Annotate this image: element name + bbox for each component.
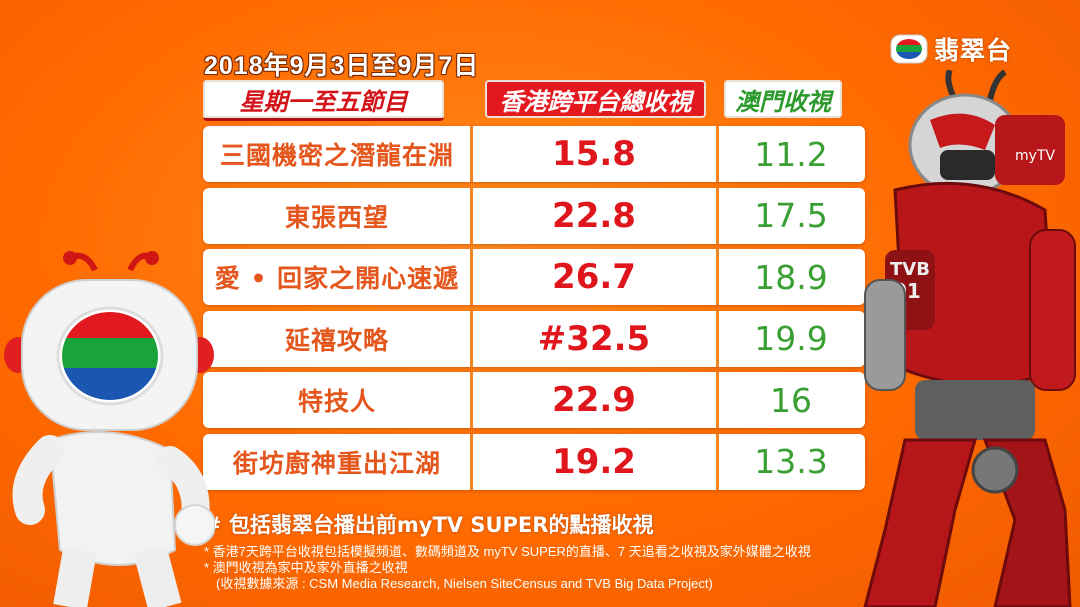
- hash-footnote: # 包括翡翠台播出前myTV SUPER的點播收視: [204, 513, 654, 537]
- hk-rating-value: 22.8: [552, 195, 636, 236]
- column-divider: [716, 372, 719, 428]
- table-row: 特技人 22.9 16: [203, 372, 865, 428]
- program-name: 東張西望: [284, 202, 389, 232]
- hk-rating-value: 19.2: [552, 441, 636, 482]
- macau-rating-value: 13.3: [754, 442, 828, 481]
- channel-name: 翡翠台: [934, 36, 1013, 65]
- table-row: 愛 • 回家之開心速遞 26.7 18.9: [203, 249, 865, 305]
- column-divider: [716, 310, 719, 367]
- column-divider: [470, 433, 473, 490]
- macau-rating-value: 17.5: [754, 196, 828, 235]
- svg-text:TVB: TVB: [890, 259, 930, 280]
- table-row: 街坊廚神重出江湖 19.2 13.3: [203, 433, 865, 490]
- star-footnote-1: * 香港7天跨平台收視包括模擬頻道、數碼頻道及 myTV SUPER的直播、7 …: [204, 544, 811, 559]
- macau-rating-value: 16: [770, 380, 812, 420]
- table-row: 三國機密之潛龍在淵 15.8 11.2: [203, 126, 865, 182]
- macau-rating-value: 11.2: [754, 134, 828, 174]
- column-divider: [470, 126, 473, 182]
- header-hk-rating: 香港跨平台總收視: [485, 80, 706, 118]
- header-program: 星期一至五節目: [203, 80, 444, 121]
- tvb-logo-icon: [890, 34, 928, 64]
- tvb-jade-logo: 翡翠台: [890, 32, 1050, 66]
- table-row: 東張西望 22.8 17.5: [203, 187, 865, 244]
- header-macau-rating: 澳門收視: [724, 80, 842, 118]
- robot-illustration: myTV TVB 01: [863, 70, 1076, 607]
- date-range: 2018年9月3日至9月7日: [204, 52, 480, 80]
- macau-rating-value: 18.9: [754, 257, 828, 297]
- program-name: 延禧攻略: [284, 325, 389, 355]
- hk-rating-value: 15.8: [552, 134, 636, 174]
- column-divider: [470, 249, 473, 305]
- macau-rating-value: 19.9: [754, 319, 828, 358]
- column-divider: [716, 249, 719, 305]
- source-footnote: (收視數據來源 : CSM Media Research, Nielsen Si…: [216, 576, 713, 591]
- column-divider: [470, 310, 473, 367]
- hk-rating-value: 22.9: [552, 380, 636, 420]
- hk-rating-value: 26.7: [552, 257, 636, 297]
- column-divider: [470, 372, 473, 428]
- column-divider: [716, 433, 719, 490]
- column-divider: [470, 187, 473, 244]
- program-name: 特技人: [297, 387, 376, 416]
- hk-rating-value: #32.5: [537, 318, 651, 359]
- table-row: 延禧攻略 #32.5 19.9: [203, 310, 865, 367]
- column-divider: [716, 126, 719, 182]
- column-divider: [716, 187, 719, 244]
- program-name: 三國機密之潛龍在淵: [219, 141, 454, 170]
- program-name: 愛 • 回家之開心速遞: [214, 264, 460, 293]
- star-footnote-2: * 澳門收視為家中及家外直播之收視: [204, 560, 408, 575]
- svg-text:myTV: myTV: [1015, 148, 1055, 164]
- mascot-illustration: [4, 251, 215, 607]
- program-name: 街坊廚神重出江湖: [232, 448, 441, 478]
